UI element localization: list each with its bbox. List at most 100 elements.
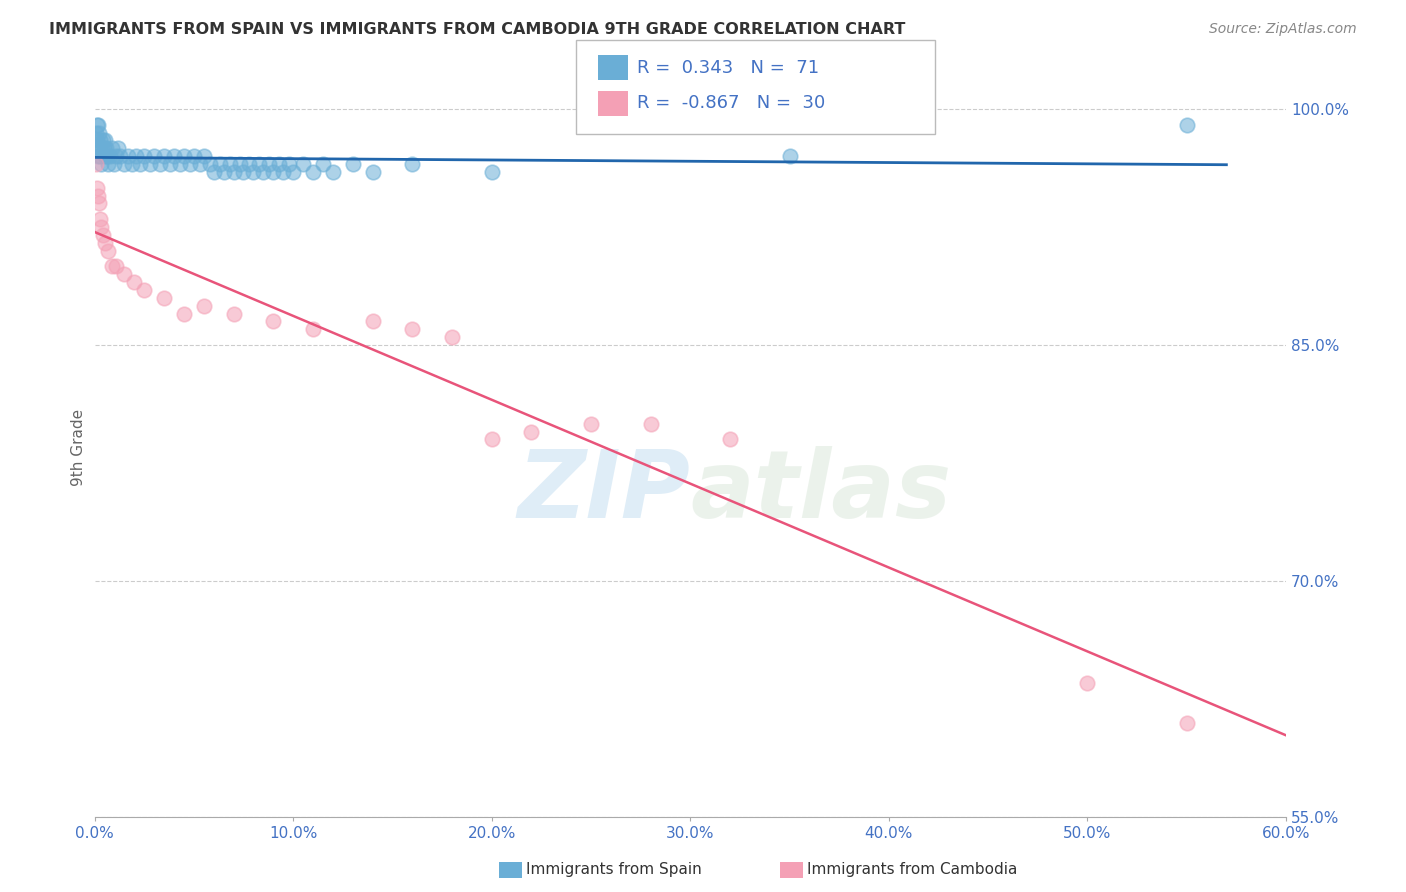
Point (89, 133, 111, 147)
Text: Source: ZipAtlas.com: Source: ZipAtlas.com (1209, 22, 1357, 37)
Point (153, 291, 176, 305)
Point (481, 433, 503, 447)
Point (212, 165, 235, 179)
Point (91, 133, 114, 147)
Point (93, 133, 115, 147)
Text: IMMIGRANTS FROM SPAIN VS IMMIGRANTS FROM CAMBODIA 9TH GRADE CORRELATION CHART: IMMIGRANTS FROM SPAIN VS IMMIGRANTS FROM… (49, 22, 905, 37)
Point (153, 149, 176, 163)
Point (218, 157, 240, 171)
Point (87, 126, 110, 140)
Point (112, 157, 135, 171)
Point (202, 165, 225, 179)
Point (579, 417, 602, 431)
Y-axis label: 9th Grade: 9th Grade (72, 409, 86, 486)
Point (89, 149, 111, 163)
Point (149, 157, 172, 171)
Point (134, 283, 156, 297)
Point (139, 157, 162, 171)
Point (173, 307, 195, 321)
Point (96, 141, 118, 155)
Point (101, 260, 124, 274)
Point (361, 165, 384, 179)
Point (87, 141, 110, 155)
Point (222, 307, 245, 321)
Point (134, 149, 156, 163)
Point (281, 165, 304, 179)
Point (86, 118, 108, 132)
Point (96, 149, 118, 163)
Text: R =  0.343   N =  71: R = 0.343 N = 71 (637, 59, 820, 77)
Point (262, 314, 284, 328)
Point (100, 149, 122, 163)
Point (93, 141, 115, 155)
Text: R =  -0.867   N =  30: R = -0.867 N = 30 (637, 95, 825, 112)
Point (124, 275, 146, 289)
Point (259, 157, 281, 171)
Point (105, 260, 128, 274)
Point (90, 157, 112, 171)
Point (238, 157, 260, 171)
Point (125, 149, 148, 163)
Point (173, 149, 195, 163)
Point (117, 149, 139, 163)
Point (86, 188, 108, 202)
Point (143, 149, 166, 163)
Point (278, 157, 301, 171)
Point (342, 157, 364, 171)
Point (110, 149, 132, 163)
Point (302, 322, 325, 336)
Point (105, 149, 128, 163)
Point (86, 133, 108, 147)
Point (401, 157, 423, 171)
Point (112, 267, 135, 281)
Point (193, 149, 215, 163)
Point (93, 235, 115, 250)
Point (84, 126, 107, 140)
Point (129, 157, 152, 171)
Point (121, 157, 143, 171)
Text: Immigrants from Spain: Immigrants from Spain (526, 863, 702, 877)
Point (247, 157, 270, 171)
Point (103, 157, 125, 171)
Point (90, 141, 112, 155)
Point (94, 149, 117, 163)
Point (271, 165, 294, 179)
Point (302, 165, 325, 179)
Point (90, 219, 112, 234)
Point (640, 417, 662, 431)
Point (440, 330, 463, 344)
Point (322, 165, 344, 179)
Text: ZIP: ZIP (517, 446, 690, 538)
Text: Immigrants from Cambodia: Immigrants from Cambodia (807, 863, 1018, 877)
Point (169, 157, 191, 171)
Point (718, 433, 741, 447)
Point (292, 157, 315, 171)
Point (87, 196, 110, 211)
Point (779, 149, 801, 163)
Point (87, 118, 110, 132)
Point (89, 212, 111, 227)
Point (222, 165, 245, 179)
Point (312, 157, 335, 171)
Text: atlas: atlas (690, 446, 952, 538)
Point (262, 165, 284, 179)
Point (188, 157, 211, 171)
Point (159, 157, 181, 171)
Point (208, 157, 231, 171)
Point (179, 157, 201, 171)
Point (91, 227, 114, 242)
Point (163, 149, 186, 163)
Point (97, 157, 120, 171)
Point (97, 244, 120, 258)
Point (1175, 715, 1198, 730)
Point (198, 157, 221, 171)
Point (401, 322, 423, 336)
Point (84, 141, 107, 155)
Point (228, 157, 250, 171)
Point (183, 149, 205, 163)
Point (252, 165, 274, 179)
Point (101, 141, 124, 155)
Point (520, 425, 543, 439)
Point (232, 165, 254, 179)
Point (242, 165, 264, 179)
